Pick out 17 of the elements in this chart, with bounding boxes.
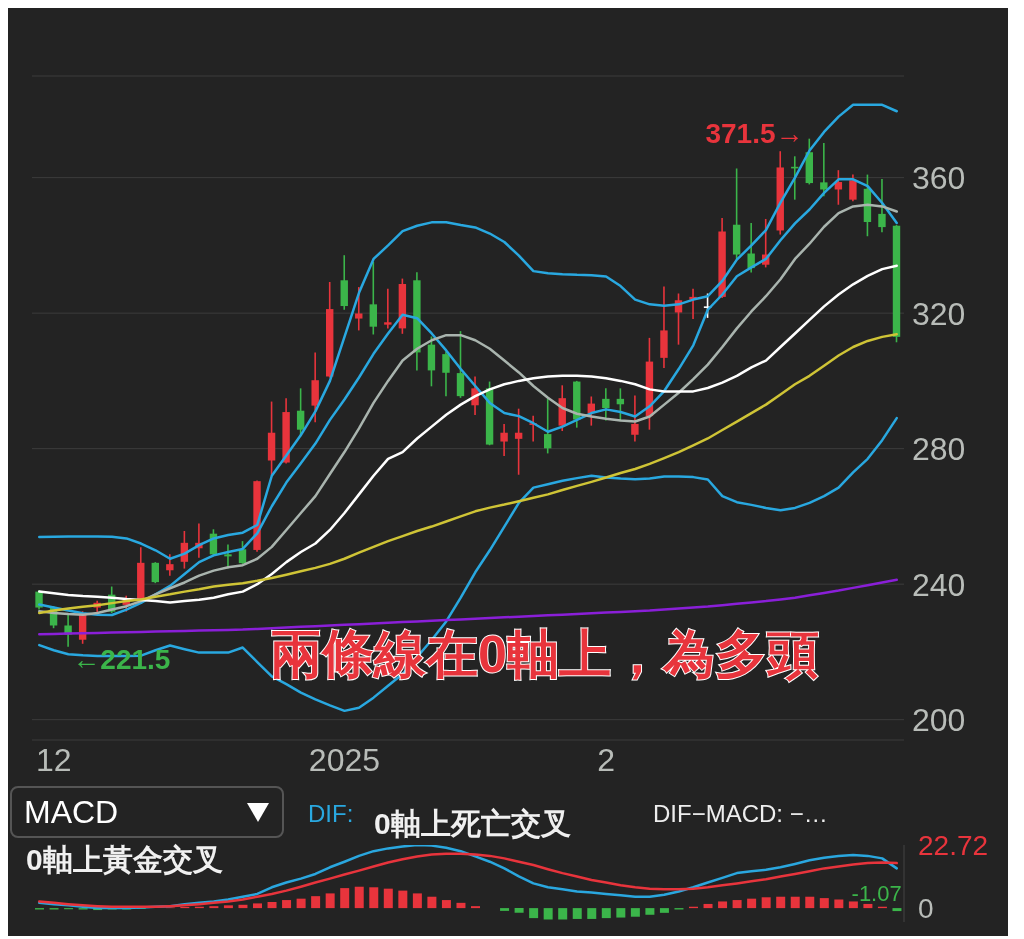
y-tick-label: 0	[918, 893, 934, 925]
x-tick-label: 2025	[308, 741, 381, 778]
text: MACD	[24, 793, 119, 831]
y-tick-label: 240	[912, 566, 966, 603]
data-label: -1.07	[851, 881, 902, 907]
y-tick-label: 22.72	[918, 830, 989, 861]
y-tick-label: 280	[912, 431, 966, 468]
annotation: 371.5→	[705, 117, 804, 149]
text: DIF−MACD: −…	[653, 800, 828, 828]
x-tick-label: 12	[36, 741, 72, 778]
y-tick-label: 360	[912, 159, 966, 196]
annotation: 0軸上黃金交叉	[26, 842, 223, 878]
text: DIF:	[308, 800, 354, 828]
y-tick-label: 200	[912, 702, 966, 739]
text: 0軸上死亡交叉	[374, 806, 571, 842]
x-tick-label: 2	[597, 741, 615, 778]
y-tick-label: 320	[912, 295, 966, 332]
